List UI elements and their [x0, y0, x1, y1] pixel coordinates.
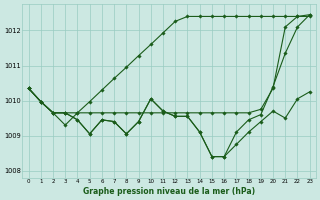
X-axis label: Graphe pression niveau de la mer (hPa): Graphe pression niveau de la mer (hPa): [83, 187, 255, 196]
